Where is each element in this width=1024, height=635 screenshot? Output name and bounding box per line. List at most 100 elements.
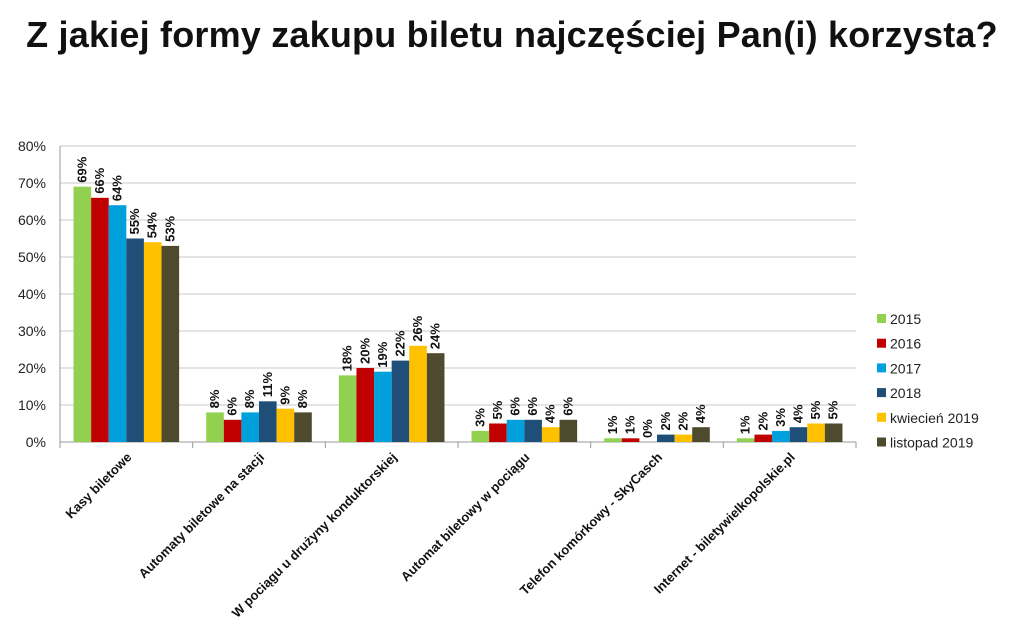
data-label: 8% [207,389,222,408]
y-tick-label: 30% [18,323,46,339]
bar [74,187,92,442]
data-label: 18% [340,345,355,371]
data-label: 4% [543,404,558,423]
data-label: 1% [623,415,638,434]
data-label: 0% [640,419,655,438]
legend: 2015 2016 2017 2018 kwiecień 2019 listopad 20… [877,311,979,451]
bar [259,401,277,442]
data-label: 55% [127,208,142,234]
data-label: 26% [410,315,425,341]
legend-swatch [877,388,886,397]
bar [91,198,109,442]
bar [392,361,410,442]
bar [277,409,295,442]
data-label: 69% [74,156,89,182]
data-label: 1% [605,415,620,434]
data-label: 53% [162,215,177,241]
category-label: Internet - biletywielkopolskie.pl [651,450,798,597]
legend-swatch [877,339,886,348]
data-label: 1% [738,415,753,434]
legend-swatch [877,413,886,422]
y-axis-ticks: 0% 10% 20% 30% 40% 50% 60% 70% 80% [18,138,46,450]
y-tick-label: 10% [18,397,46,413]
data-label: 54% [145,212,160,238]
bar [224,420,242,442]
bar [657,435,675,442]
data-label: 3% [472,408,487,427]
legend-label: 2015 [890,311,921,327]
category-label: Automaty biletowe na stacji [135,450,267,582]
bar [807,424,825,443]
data-label: 20% [357,338,372,364]
gridlines [60,146,856,448]
bar [356,368,374,442]
data-label: 5% [826,400,841,419]
data-label: 6% [560,397,575,416]
y-tick-label: 80% [18,138,46,154]
data-label: 4% [693,404,708,423]
bar [675,435,693,442]
data-label: 2% [658,411,673,430]
y-tick-label: 70% [18,175,46,191]
bar [524,420,542,442]
y-tick-label: 50% [18,249,46,265]
data-label: 8% [242,389,257,408]
bar [374,372,392,442]
bar [825,424,843,443]
bar [294,412,312,442]
data-label: 24% [428,323,443,349]
bar [754,435,772,442]
bar [162,246,180,442]
data-label: 22% [392,330,407,356]
bar [472,431,490,442]
data-label: 19% [375,341,390,367]
y-tick-label: 20% [18,360,46,376]
bar [604,438,622,442]
legend-swatch [877,438,886,447]
y-tick-label: 60% [18,212,46,228]
data-label: 6% [525,397,540,416]
bar [109,205,127,442]
data-labels: 69%8%18%3% 1% 1%66%6%20%5%1% 2%64%8%19%6%0%… [74,156,840,438]
bar [737,438,755,442]
bar [692,427,710,442]
legend-swatch [877,363,886,372]
bar [427,353,445,442]
legend-label: 2017 [890,360,921,376]
data-label: 5% [808,400,823,419]
bar [489,424,507,443]
bar [560,420,578,442]
legend-label: listopad 2019 [890,435,974,451]
category-label: W pociągu u drużyny konduktorskiej [229,450,400,621]
data-label: 6% [508,397,523,416]
legend-label: kwiecień 2019 [890,410,979,426]
data-label: 5% [490,400,505,419]
data-label: 9% [277,385,292,404]
data-label: 8% [295,389,310,408]
x-axis-categories: Kasy biletowe Automaty biletowe na stacji… [63,449,798,620]
data-label: 66% [92,167,107,193]
bar [126,239,144,443]
data-label: 4% [790,404,805,423]
bar [241,412,259,442]
bars [74,187,843,442]
bar [409,346,427,442]
bar [772,431,790,442]
data-label: 2% [675,411,690,430]
bar [339,375,357,442]
category-label: Telefon komórkowy - SkyCasch [517,449,665,597]
data-label: 3% [773,408,788,427]
bar [790,427,808,442]
bar [144,242,162,442]
data-label: 2% [755,411,770,430]
legend-label: 2016 [890,336,921,352]
bar [206,412,224,442]
legend-label: 2018 [890,385,921,401]
y-tick-label: 0% [26,434,46,450]
bar [622,438,640,442]
data-label: 64% [110,175,125,201]
category-label: Kasy biletowe [63,450,135,522]
y-tick-label: 40% [18,286,46,302]
bar [507,420,525,442]
